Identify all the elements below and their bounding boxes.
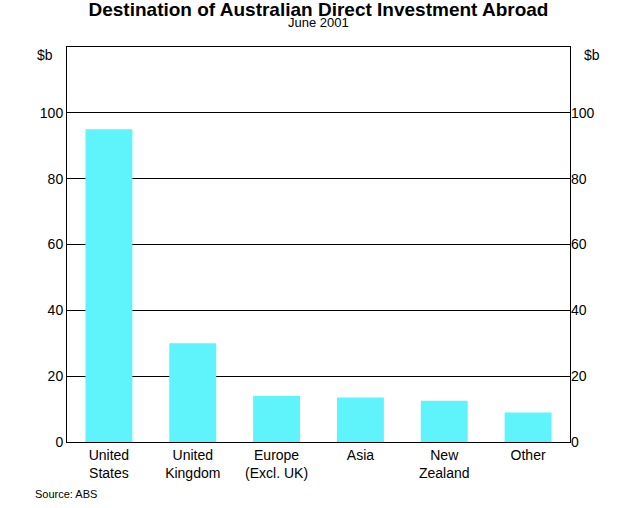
svg-text:Europe(Excl. UK): Europe(Excl. UK) [245,447,308,481]
svg-text:$b: $b [584,47,600,63]
svg-text:Other: Other [511,447,546,463]
svg-text:40: 40 [571,302,587,318]
svg-text:0: 0 [55,434,63,450]
svg-text:60: 60 [48,236,64,252]
svg-text:Source: ABS: Source: ABS [35,488,97,500]
svg-text:20: 20 [48,368,64,384]
svg-text:80: 80 [571,171,587,187]
svg-text:100: 100 [40,105,64,121]
svg-text:UnitedKingdom: UnitedKingdom [165,447,220,481]
svg-text:$b: $b [37,47,53,63]
svg-text:40: 40 [48,302,64,318]
svg-text:Destination of Australian Dire: Destination of Australian Direct Investm… [89,0,549,20]
svg-text:0: 0 [571,434,579,450]
svg-text:100: 100 [571,105,595,121]
svg-text:NewZealand: NewZealand [419,447,470,481]
svg-text:Asia: Asia [347,447,374,463]
svg-text:UnitedStates: UnitedStates [89,447,129,481]
svg-text:20: 20 [571,368,587,384]
svg-text:80: 80 [48,171,64,187]
svg-text:June 2001: June 2001 [288,15,349,30]
svg-text:60: 60 [571,236,587,252]
